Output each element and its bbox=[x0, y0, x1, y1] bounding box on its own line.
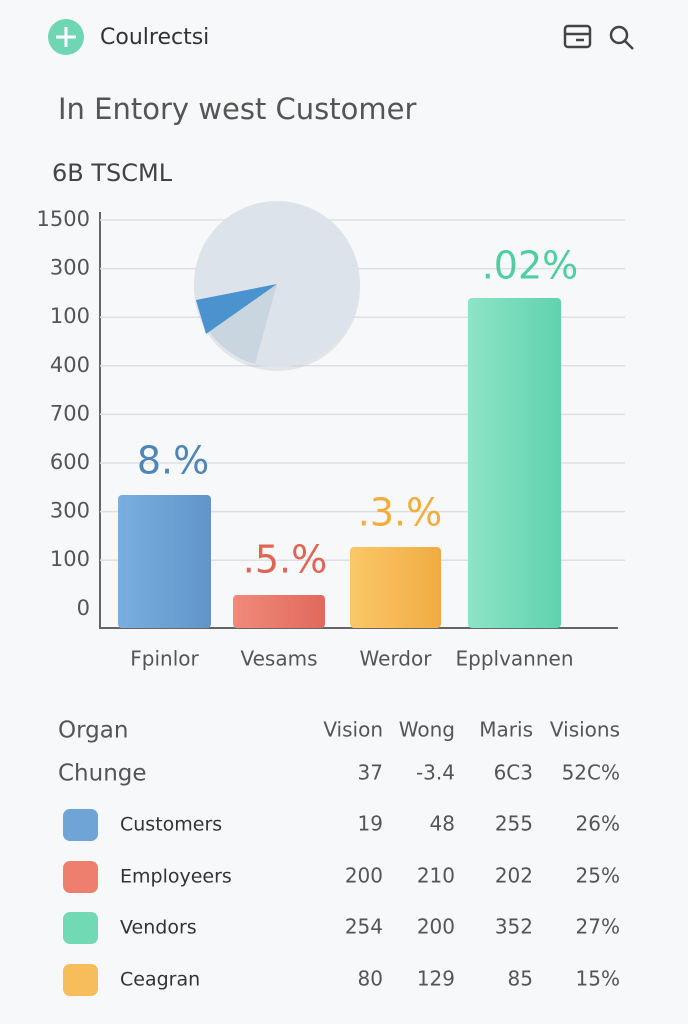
window-icon[interactable] bbox=[563, 24, 592, 49]
row-label: Customers bbox=[120, 814, 222, 836]
column-header: Vision bbox=[323, 718, 383, 742]
bar bbox=[233, 595, 325, 628]
y-label: 100 bbox=[50, 304, 90, 328]
row-label: Employeers bbox=[120, 866, 232, 888]
y-label: 600 bbox=[50, 450, 90, 474]
cell: 52C% bbox=[562, 761, 620, 785]
add-button[interactable] bbox=[48, 19, 84, 55]
category-label: Epplvannen bbox=[455, 647, 573, 671]
cell: 200 bbox=[417, 915, 455, 939]
y-label: 300 bbox=[50, 256, 90, 280]
category-label: Fpinlor bbox=[130, 647, 199, 671]
bar bbox=[350, 547, 441, 628]
cell: 202 bbox=[495, 864, 533, 888]
column-header: Visions bbox=[550, 718, 620, 742]
app-title: Coulrectsi bbox=[100, 25, 209, 50]
bar-value-label: .3.% bbox=[358, 491, 442, 535]
bar bbox=[468, 298, 561, 628]
column-header: Maris bbox=[479, 718, 533, 742]
cell: 200 bbox=[345, 864, 383, 888]
row-label: Ceagran bbox=[120, 969, 200, 991]
y-label: 700 bbox=[50, 401, 90, 425]
category-label: Werdor bbox=[360, 647, 433, 671]
bar bbox=[118, 495, 211, 628]
cell: 352 bbox=[495, 915, 533, 939]
cell: 25% bbox=[576, 864, 620, 888]
y-label: 100 bbox=[50, 547, 90, 571]
search-icon[interactable] bbox=[609, 25, 634, 50]
cell: 254 bbox=[345, 915, 383, 939]
legend-swatch bbox=[63, 912, 98, 944]
cell: 255 bbox=[495, 812, 533, 836]
y-label: 400 bbox=[50, 353, 90, 377]
cell: 80 bbox=[358, 967, 383, 991]
column-header: Organ bbox=[58, 718, 128, 744]
bar-value-label: 8.% bbox=[137, 439, 209, 483]
subheading: 6B TSCML bbox=[52, 159, 173, 187]
cell: 129 bbox=[417, 967, 455, 991]
legend-swatch bbox=[63, 809, 98, 841]
cell: 37 bbox=[358, 761, 383, 785]
cell: 6C3 bbox=[494, 761, 533, 785]
y-label: 1500 bbox=[37, 207, 90, 231]
legend-swatch bbox=[63, 861, 98, 893]
column-header: Wong bbox=[399, 718, 455, 742]
legend-swatch bbox=[63, 964, 98, 996]
cell: 85 bbox=[508, 967, 533, 991]
cell: 48 bbox=[430, 812, 455, 836]
y-label: 0 bbox=[77, 596, 90, 620]
row-label: Vendors bbox=[120, 917, 197, 939]
cell: 19 bbox=[358, 812, 383, 836]
cell: 26% bbox=[576, 812, 620, 836]
pie-chart bbox=[194, 201, 360, 371]
y-label: 300 bbox=[50, 499, 90, 523]
cell: 15% bbox=[576, 967, 620, 991]
cell: -3.4 bbox=[416, 761, 455, 785]
row-label: Chunge bbox=[58, 761, 147, 787]
heading: In Entory west Customer bbox=[58, 92, 416, 126]
category-label: Vesams bbox=[240, 647, 317, 671]
cell: 27% bbox=[576, 915, 620, 939]
cell: 210 bbox=[417, 864, 455, 888]
bar-value-label: .5.% bbox=[243, 538, 327, 582]
bar-value-label: .02% bbox=[482, 244, 579, 288]
